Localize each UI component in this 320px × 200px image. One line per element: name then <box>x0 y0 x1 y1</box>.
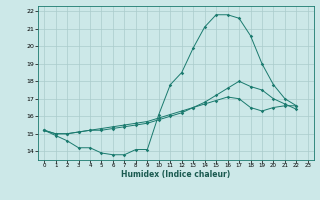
X-axis label: Humidex (Indice chaleur): Humidex (Indice chaleur) <box>121 170 231 179</box>
